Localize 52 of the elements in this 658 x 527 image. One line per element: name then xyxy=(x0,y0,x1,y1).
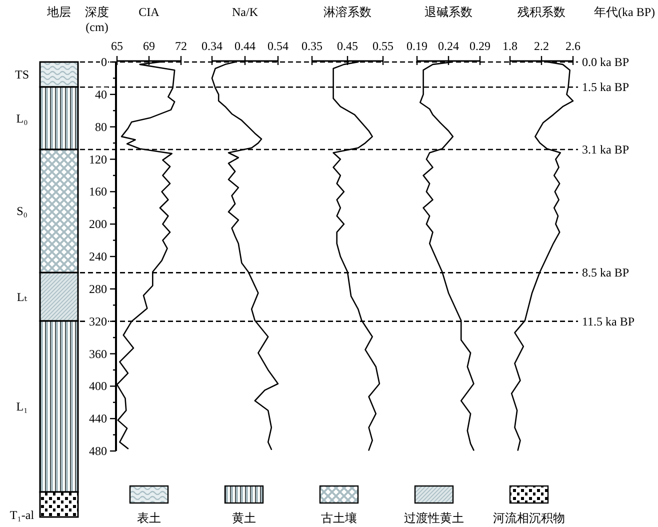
y-axis-title: 深度 (cm) xyxy=(85,5,109,34)
text: L₁ xyxy=(16,400,28,414)
x-tick-label: 0.29 xyxy=(470,39,490,53)
x-tick-label: 2.2 xyxy=(534,39,549,53)
y-tick-label: 240 xyxy=(89,250,107,264)
ref-line-label: 11.5 ka BP xyxy=(582,314,635,328)
x-tick-label: 0.19 xyxy=(406,39,428,53)
ref-line-label: 0.0 ka BP xyxy=(582,55,630,69)
y-tick-label: 480 xyxy=(89,444,107,458)
y-tick-label: 360 xyxy=(89,346,107,361)
ref-line-label: 1.5 ka BP xyxy=(582,80,630,94)
x-tick-label: 69 xyxy=(143,39,155,53)
chart-title: 退碱系数 xyxy=(424,5,472,19)
x-tick-label: 0.24 xyxy=(438,39,459,53)
text: 地层 xyxy=(46,5,71,19)
y-tick-label: 200 xyxy=(89,217,107,232)
text: 年代(ka BP) xyxy=(594,5,655,19)
text: 表土 xyxy=(137,511,161,525)
text: S₀ xyxy=(16,204,28,218)
text: 古土壤 xyxy=(321,511,357,525)
x-tick-label: 0.54 xyxy=(268,39,288,53)
y-tick-label: 40 xyxy=(95,87,107,102)
y-tick-label: 440 xyxy=(89,412,107,426)
text: TS xyxy=(14,68,30,82)
y-tick-label: 320 xyxy=(89,314,107,328)
y-tick-label: 80 xyxy=(95,120,107,134)
y-tick-label: 400 xyxy=(89,379,107,394)
x-tick-label: 1.8 xyxy=(502,39,518,53)
text: 河流相沉积物 xyxy=(493,511,565,525)
chart-title: 淋溶系数 xyxy=(324,5,372,19)
text: 过渡性黄土 xyxy=(404,511,464,525)
x-tick-label: 0.35 xyxy=(302,39,322,53)
text: 黄土 xyxy=(232,511,256,525)
text: L₀ xyxy=(16,111,28,126)
y-tick-label: 120 xyxy=(89,152,107,166)
chart-title: 残积系数 xyxy=(518,5,566,19)
x-tick-label: 2.6 xyxy=(566,39,580,53)
x-tick-label: 0.55 xyxy=(372,39,394,53)
ref-line-label: 3.1 ka BP xyxy=(582,142,630,157)
x-tick-label: 0.45 xyxy=(337,39,358,53)
text: T₁-al xyxy=(10,508,35,522)
y-tick-label: 0 xyxy=(101,55,107,69)
y-tick-label: 160 xyxy=(89,184,107,199)
x-tick-label: 72 xyxy=(175,39,187,53)
y-tick-label: 280 xyxy=(89,282,107,296)
x-tick-label: 0.34 xyxy=(202,39,222,53)
chart-title: CIA xyxy=(138,5,160,19)
chart-title: Na/K xyxy=(232,5,258,19)
x-tick-label: 0.44 xyxy=(234,39,256,53)
text: Lₜ xyxy=(16,290,28,304)
ref-line-label: 8.5 ka BP xyxy=(582,266,630,280)
x-tick-label: 65 xyxy=(111,39,123,53)
